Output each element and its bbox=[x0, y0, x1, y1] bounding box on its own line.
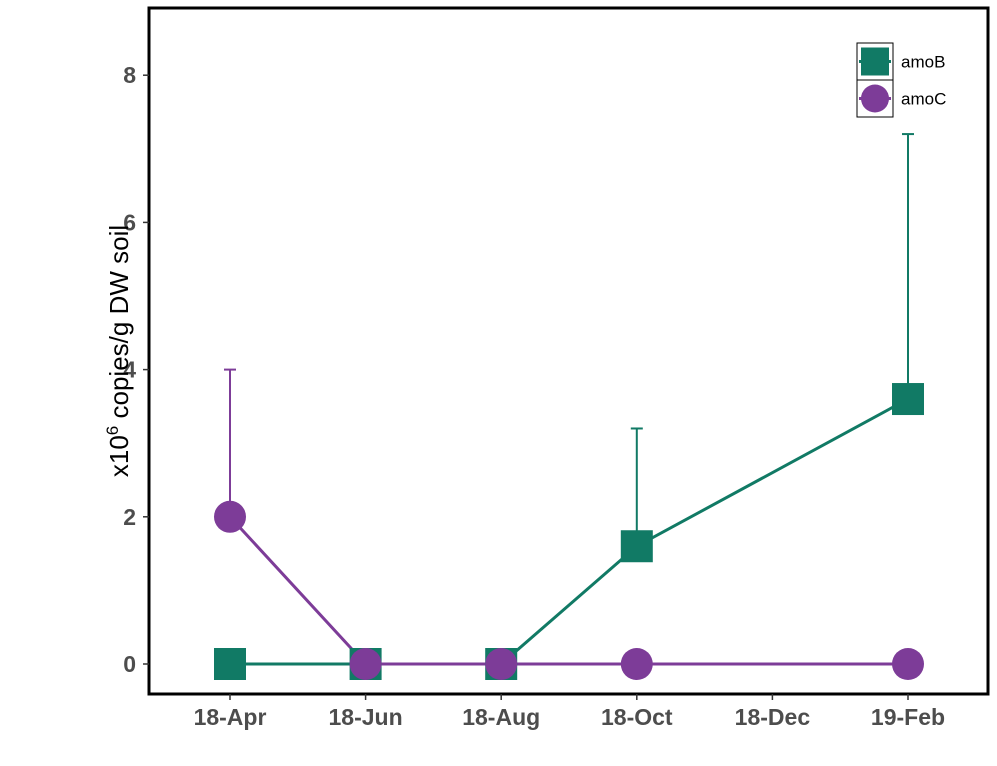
amoB-errorbar-18-Oct bbox=[630, 427, 643, 547]
amoB-point-19-Feb bbox=[892, 383, 924, 416]
legend-key-marker-amoB bbox=[861, 47, 889, 76]
x-tick-label-18-Apr: 18-Apr bbox=[194, 704, 267, 730]
amoB-errorbar-19-Feb bbox=[902, 133, 914, 400]
y-tick-label-6: 6 bbox=[123, 209, 136, 235]
amoC-line bbox=[228, 515, 908, 666]
plot-panel-border bbox=[147, 6, 990, 696]
legend: amoB amoC bbox=[856, 42, 946, 118]
y-tick-label-2: 2 bbox=[123, 504, 136, 530]
amoC-point-19-Feb bbox=[892, 648, 924, 680]
amoB-line bbox=[230, 397, 909, 666]
amoC-point-18-Oct bbox=[620, 648, 653, 680]
amoC-errorbar-18-Apr bbox=[224, 368, 236, 517]
x-tick-label-18-Jun: 18-Jun bbox=[329, 704, 403, 730]
y-axis: 0 2 4 6 8 bbox=[123, 62, 149, 677]
legend-key-marker-amoC bbox=[861, 84, 889, 113]
y-tick-label-4: 4 bbox=[123, 357, 136, 383]
x-tick-label-19-Feb: 19-Feb bbox=[871, 704, 945, 730]
y-axis-title-superscript: 6 bbox=[103, 426, 122, 435]
x-axis: 18-Apr 18-Jun 18-Aug 18-Oct 18-Dec 19-Feb bbox=[194, 694, 945, 730]
x-tick-label-18-Oct: 18-Oct bbox=[601, 704, 673, 730]
legend-label-amoC: amoC bbox=[901, 90, 946, 109]
series-layer bbox=[214, 133, 924, 680]
x-tick-label-18-Dec: 18-Dec bbox=[735, 704, 811, 730]
x-tick-label-18-Aug: 18-Aug bbox=[462, 704, 540, 730]
amoC-point-18-Aug bbox=[485, 648, 518, 680]
amoC-point-18-Jun bbox=[349, 648, 382, 680]
amoC-point-18-Apr bbox=[214, 500, 246, 533]
y-tick-label-0: 0 bbox=[123, 651, 136, 677]
y-tick-label-8: 8 bbox=[123, 62, 136, 88]
amoB-point-18-Oct bbox=[620, 530, 653, 563]
y-axis-title: x106 copies/g DW soil bbox=[103, 225, 134, 477]
amoB-point-18-Apr bbox=[214, 648, 246, 680]
legend-label-amoB: amoB bbox=[901, 53, 945, 72]
